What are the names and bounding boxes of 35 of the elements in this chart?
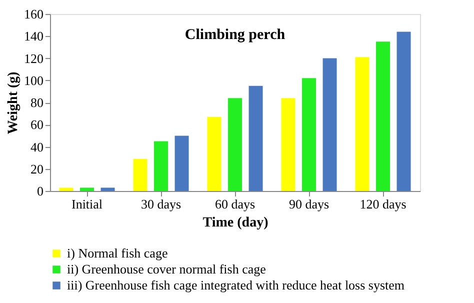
- bar: [174, 136, 189, 191]
- y-tick-label: 60: [30, 117, 44, 132]
- bar: [80, 188, 94, 191]
- y-tick-label: 80: [30, 95, 44, 110]
- y-axis-title: Weight (g): [6, 71, 21, 134]
- legend-label: ii) Greenhouse cover normal fish cage: [67, 262, 266, 276]
- bar: [207, 116, 222, 191]
- y-tick-label: 100: [24, 72, 44, 88]
- bar: [228, 98, 242, 191]
- bar: [59, 188, 74, 191]
- x-axis-title: Time (day): [202, 216, 269, 230]
- bar: [248, 86, 263, 191]
- x-tick-label: 90 days: [288, 196, 330, 212]
- y-tick-label: 20: [30, 161, 44, 176]
- x-tick-label: 30 days: [140, 196, 182, 212]
- bar: [302, 78, 316, 191]
- y-tick-label: 0: [37, 184, 44, 198]
- y-tick-label: 140: [24, 28, 44, 44]
- x-tick-label: Initial: [71, 196, 103, 212]
- bar: [376, 42, 390, 191]
- bar: [322, 58, 337, 191]
- x-tick-label: 60 days: [214, 196, 256, 212]
- bar: [100, 188, 115, 191]
- text: Climbing perch: [184, 27, 286, 43]
- y-tick-label: 40: [30, 139, 44, 154]
- legend-label: iii) Greenhouse fish cage integrated with reduce heat loss system: [67, 278, 405, 292]
- x-tick-label: 120 days: [360, 196, 406, 212]
- bar: [355, 57, 370, 191]
- y-tick-label: 120: [24, 50, 44, 66]
- bar: [133, 158, 148, 191]
- bar: [396, 32, 411, 191]
- bar: [281, 98, 296, 191]
- y-tick-label: 160: [24, 6, 44, 22]
- legend-label: i) Normal fish cage: [67, 246, 168, 260]
- bar: [154, 141, 168, 191]
